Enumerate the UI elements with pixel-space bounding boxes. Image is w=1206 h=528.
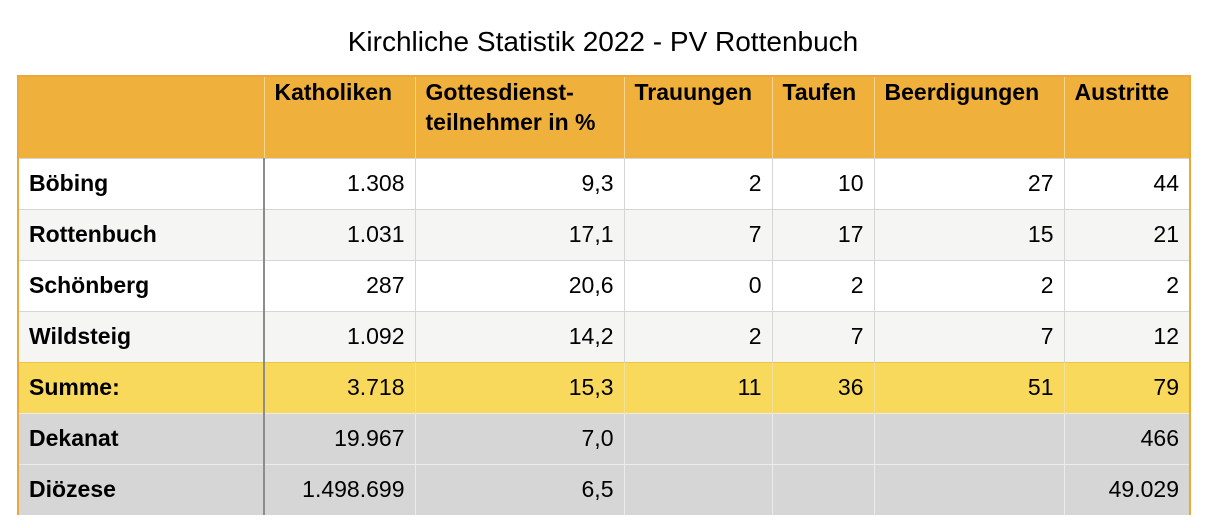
cell-beerdigungen: 15 — [873, 208, 1064, 260]
cell-trauungen — [623, 412, 772, 464]
cell-katholiken: 3.718 — [263, 361, 415, 413]
cell-austritte: 21 — [1063, 208, 1190, 260]
column-header-taufen: Taufen — [771, 76, 874, 158]
cell-gottesdienstteilnehmer: 15,3 — [414, 361, 624, 413]
cell-gottesdienstteilnehmer: 9,3 — [414, 157, 624, 209]
cell-beerdigungen — [873, 463, 1064, 515]
cell-taufen — [771, 412, 874, 464]
table-row-summe: Summe: 3.718 15,3 11 36 51 79 — [18, 361, 1190, 413]
cell-beerdigungen: 7 — [873, 310, 1064, 362]
cell-trauungen: 2 — [623, 310, 772, 362]
table-row-dekanat: Dekanat 19.967 7,0 466 — [18, 412, 1190, 464]
cell-katholiken: 1.308 — [263, 157, 415, 209]
cell-gottesdienstteilnehmer: 17,1 — [414, 208, 624, 260]
cell-katholiken: 19.967 — [263, 412, 415, 464]
column-header-trauungen: Trauungen — [623, 76, 772, 158]
column-header-gottesdienstteilnehmer: Gottesdienst- teilnehmer in % — [414, 76, 624, 158]
row-label: Summe: — [18, 361, 265, 413]
cell-taufen: 2 — [771, 259, 874, 311]
cell-austritte: 44 — [1063, 157, 1190, 209]
cell-trauungen — [623, 463, 772, 515]
row-label: Wildsteig — [18, 310, 265, 362]
cell-trauungen: 0 — [623, 259, 772, 311]
row-label: Dekanat — [18, 412, 265, 464]
cell-taufen: 36 — [771, 361, 874, 413]
column-header-katholiken: Katholiken — [263, 76, 415, 158]
table-row-rottenbuch: Rottenbuch 1.031 17,1 7 17 15 21 — [18, 208, 1190, 260]
cell-gottesdienstteilnehmer: 14,2 — [414, 310, 624, 362]
cell-austritte: 79 — [1063, 361, 1190, 413]
table-header-row: Katholiken Gottesdienst- teilnehmer in %… — [18, 76, 1190, 158]
cell-beerdigungen: 51 — [873, 361, 1064, 413]
cell-trauungen: 2 — [623, 157, 772, 209]
cell-austritte: 49.029 — [1063, 463, 1190, 515]
cell-katholiken: 287 — [263, 259, 415, 311]
cell-austritte: 12 — [1063, 310, 1190, 362]
cell-gottesdienstteilnehmer: 20,6 — [414, 259, 624, 311]
row-label: Böbing — [18, 157, 265, 209]
cell-beerdigungen: 2 — [873, 259, 1064, 311]
cell-taufen: 17 — [771, 208, 874, 260]
cell-gottesdienstteilnehmer: 7,0 — [414, 412, 624, 464]
table-row-dioezese: Diözese 1.498.699 6,5 49.029 — [18, 463, 1190, 515]
column-header-austritte: Austritte — [1063, 76, 1190, 158]
row-label: Diözese — [18, 463, 265, 515]
cell-austritte: 2 — [1063, 259, 1190, 311]
cell-trauungen: 11 — [623, 361, 772, 413]
column-header-beerdigungen: Beerdigungen — [873, 76, 1064, 158]
cell-trauungen: 7 — [623, 208, 772, 260]
cell-katholiken: 1.031 — [263, 208, 415, 260]
cell-beerdigungen — [873, 412, 1064, 464]
cell-taufen: 10 — [771, 157, 874, 209]
page-title: Kirchliche Statistik 2022 - PV Rottenbuc… — [347, 26, 859, 57]
table-row-wildsteig: Wildsteig 1.092 14,2 2 7 7 12 — [18, 310, 1190, 362]
cell-gottesdienstteilnehmer: 6,5 — [414, 463, 624, 515]
table-row-schoenberg: Schönberg 287 20,6 0 2 2 2 — [18, 259, 1190, 311]
cell-katholiken: 1.498.699 — [263, 463, 415, 515]
cell-katholiken: 1.092 — [263, 310, 415, 362]
cell-beerdigungen: 27 — [873, 157, 1064, 209]
table-row-boebing: Böbing 1.308 9,3 2 10 27 44 — [18, 157, 1190, 209]
cell-taufen: 7 — [771, 310, 874, 362]
row-label: Rottenbuch — [18, 208, 265, 260]
column-header-label — [18, 76, 264, 158]
statistics-table: Katholiken Gottesdienst- teilnehmer in %… — [17, 75, 1191, 515]
row-label: Schönberg — [18, 259, 265, 311]
cell-taufen — [771, 463, 874, 515]
cell-austritte: 466 — [1063, 412, 1190, 464]
